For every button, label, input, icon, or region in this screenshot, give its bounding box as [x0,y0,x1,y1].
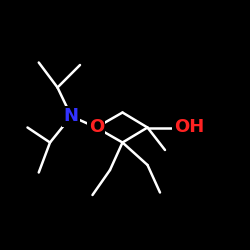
Text: OH: OH [174,118,204,136]
Text: O: O [88,118,104,136]
Text: N: N [64,107,79,125]
